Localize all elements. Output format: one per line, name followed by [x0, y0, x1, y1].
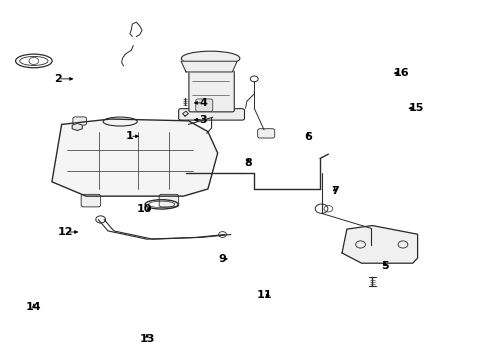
Ellipse shape — [181, 51, 240, 66]
Text: 11: 11 — [256, 291, 271, 301]
Polygon shape — [341, 226, 417, 263]
Text: 14: 14 — [26, 302, 41, 312]
Polygon shape — [52, 119, 217, 196]
Text: 5: 5 — [380, 261, 388, 271]
FancyBboxPatch shape — [178, 109, 244, 120]
Text: 6: 6 — [304, 132, 311, 142]
FancyBboxPatch shape — [81, 194, 101, 207]
Text: 1: 1 — [126, 131, 134, 141]
Polygon shape — [72, 123, 82, 131]
Text: 12: 12 — [57, 227, 73, 237]
FancyBboxPatch shape — [195, 99, 212, 112]
Text: 4: 4 — [199, 98, 206, 108]
Text: 8: 8 — [244, 158, 252, 168]
Text: 13: 13 — [139, 333, 154, 343]
FancyBboxPatch shape — [188, 71, 234, 112]
FancyBboxPatch shape — [159, 194, 178, 207]
Polygon shape — [181, 61, 237, 72]
Text: 9: 9 — [218, 254, 226, 264]
Text: 2: 2 — [54, 74, 62, 84]
Text: 16: 16 — [393, 68, 408, 78]
FancyBboxPatch shape — [73, 117, 86, 125]
Text: 10: 10 — [137, 204, 152, 215]
Text: 7: 7 — [330, 186, 338, 196]
Text: 3: 3 — [199, 115, 206, 125]
FancyBboxPatch shape — [257, 129, 274, 138]
Text: 15: 15 — [407, 103, 423, 113]
